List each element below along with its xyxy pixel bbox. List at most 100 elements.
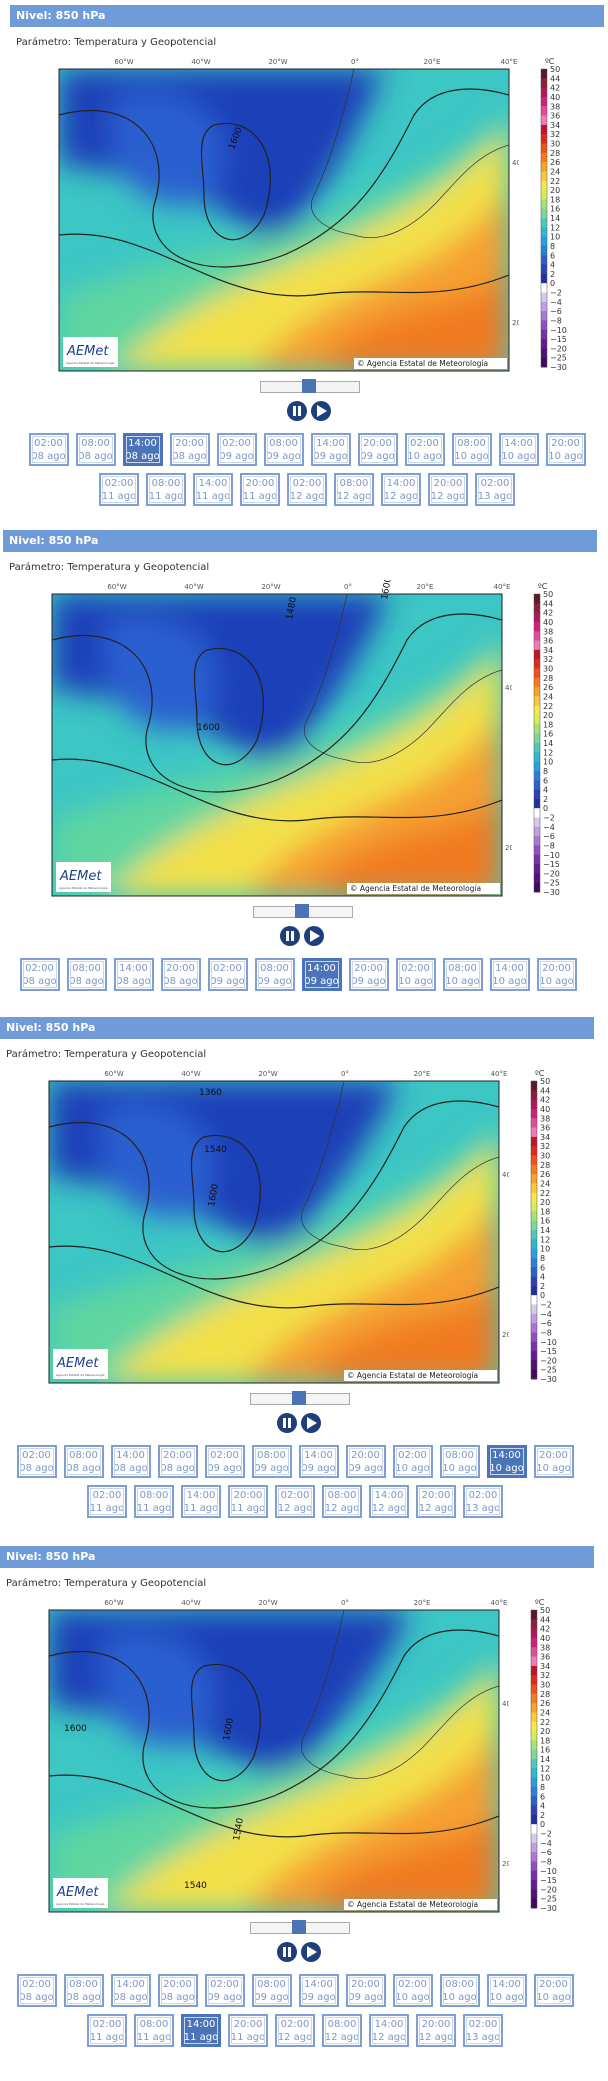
pause-circle[interactable] — [277, 1413, 297, 1433]
button-time[interactable]: 08:00 — [81, 438, 110, 449]
button-time[interactable]: 14:00 — [119, 963, 148, 974]
time-button[interactable]: 08:00 09 ago — [254, 958, 295, 991]
time-button[interactable]: 08:00 08 ago — [63, 1974, 104, 2007]
pause-bar[interactable] — [288, 1947, 291, 1957]
play-button[interactable] — [301, 1413, 321, 1433]
time-button[interactable]: 02:00 12 ago — [275, 2014, 315, 2047]
button-date[interactable]: 08 ago — [160, 1992, 195, 2003]
button-date[interactable]: 09 ago — [257, 976, 292, 987]
button-date[interactable]: 10 ago — [489, 1463, 524, 1474]
button-time[interactable]: 20:00 — [166, 963, 195, 974]
button-time[interactable]: 02:00 — [22, 1979, 51, 1990]
time-button[interactable]: 20:00 11 ago — [240, 473, 280, 506]
time-button[interactable]: 14:00 10 ago — [486, 1974, 527, 2007]
button-time[interactable]: 20:00 — [351, 1450, 380, 1461]
play-button[interactable] — [311, 401, 331, 421]
button-time[interactable]: 20:00 — [551, 438, 580, 449]
button-date[interactable]: 10 ago — [501, 451, 536, 462]
button-date[interactable]: 09 ago — [351, 976, 386, 987]
pause-circle[interactable] — [287, 401, 307, 421]
button-time[interactable]: 20:00 — [351, 1979, 380, 1990]
button-time[interactable]: 02:00 — [401, 963, 430, 974]
time-button[interactable]: 14:00 12 ago — [369, 2014, 409, 2047]
time-button[interactable]: 14:00 08 ago — [110, 1445, 151, 1478]
button-time[interactable]: 14:00 — [386, 478, 416, 489]
pause-circle[interactable] — [280, 926, 300, 946]
button-time[interactable]: 14:00 — [304, 1979, 333, 1990]
play-button[interactable] — [304, 926, 324, 946]
time-button[interactable]: 14:00 08 ago — [113, 958, 154, 991]
button-date[interactable]: 09 ago — [207, 1992, 242, 2003]
button-date[interactable]: 09 ago — [304, 976, 339, 987]
time-button[interactable]: 02:00 09 ago — [204, 1445, 245, 1478]
button-time[interactable]: 14:00 — [316, 438, 345, 449]
time-button[interactable]: 02:00 10 ago — [395, 958, 436, 991]
time-button[interactable]: 14:00 09 ago — [298, 1445, 339, 1478]
button-date[interactable]: 10 ago — [395, 1463, 430, 1474]
button-time[interactable]: 20:00 — [245, 478, 275, 489]
time-button[interactable]: 02:00 13 ago — [463, 1485, 503, 1518]
button-date[interactable]: 12 ago — [324, 2032, 360, 2043]
button-time[interactable]: 02:00 — [292, 478, 322, 489]
time-button[interactable]: 08:00 08 ago — [63, 1445, 104, 1478]
button-time[interactable]: 08:00 — [72, 963, 101, 974]
button-time[interactable]: 20:00 — [163, 1450, 192, 1461]
time-button[interactable]: 14:00 11 ago — [181, 1485, 221, 1518]
time-button[interactable]: 14:00 08 ago — [110, 1974, 151, 2007]
button-date[interactable]: 10 ago — [536, 1463, 571, 1474]
time-button[interactable]: 14:00 11 ago — [181, 2014, 221, 2047]
time-button[interactable]: 08:00 10 ago — [439, 1445, 480, 1478]
button-date[interactable]: 10 ago — [548, 451, 583, 462]
button-date[interactable]: 09 ago — [266, 451, 301, 462]
button-time[interactable]: 08:00 — [269, 438, 298, 449]
button-date[interactable]: 10 ago — [445, 976, 480, 987]
button-time[interactable]: 08:00 — [327, 1490, 357, 1501]
button-time[interactable]: 08:00 — [69, 1450, 98, 1461]
button-date[interactable]: 11 ago — [148, 491, 184, 502]
button-time[interactable]: 14:00 — [128, 438, 157, 449]
button-date[interactable]: 12 ago — [324, 1503, 360, 1514]
button-time[interactable]: 02:00 — [92, 2019, 122, 2030]
time-button[interactable]: 02:00 11 ago — [87, 1485, 127, 1518]
button-date[interactable]: 11 ago — [230, 1503, 266, 1514]
button-date[interactable]: 11 ago — [136, 1503, 172, 1514]
button-date[interactable]: 08 ago — [19, 1463, 54, 1474]
button-date[interactable]: 08 ago — [31, 451, 66, 462]
time-button[interactable]: 08:00 09 ago — [251, 1974, 292, 2007]
button-time[interactable]: 08:00 — [448, 963, 477, 974]
button-date[interactable]: 11 ago — [183, 2032, 219, 2043]
button-time[interactable]: 08:00 — [139, 1490, 169, 1501]
button-time[interactable]: 02:00 — [213, 963, 242, 974]
button-date[interactable]: 13 ago — [477, 491, 513, 502]
button-date[interactable]: 08 ago — [116, 976, 151, 987]
button-time[interactable]: 20:00 — [354, 963, 383, 974]
button-time[interactable]: 14:00 — [116, 1979, 145, 1990]
slider-handle[interactable] — [292, 1920, 306, 1934]
button-date[interactable]: 11 ago — [136, 2032, 172, 2043]
time-button[interactable]: 02:00 13 ago — [475, 473, 515, 506]
button-date[interactable]: 08 ago — [125, 451, 160, 462]
time-button[interactable]: 14:00 09 ago — [301, 958, 342, 991]
button-date[interactable]: 11 ago — [242, 491, 278, 502]
pause-bar[interactable] — [293, 406, 296, 416]
time-button[interactable]: 02:00 09 ago — [204, 1974, 245, 2007]
button-time[interactable]: 14:00 — [307, 963, 336, 974]
pause-bar[interactable] — [298, 406, 301, 416]
button-time[interactable]: 08:00 — [257, 1450, 286, 1461]
button-date[interactable]: 08 ago — [19, 1992, 54, 2003]
button-date[interactable]: 10 ago — [536, 1992, 571, 2003]
time-button[interactable]: 14:00 09 ago — [298, 1974, 339, 2007]
time-button[interactable]: 02:00 08 ago — [16, 1445, 57, 1478]
button-time[interactable]: 02:00 — [22, 1450, 51, 1461]
button-date[interactable]: 12 ago — [277, 1503, 313, 1514]
button-date[interactable]: 10 ago — [454, 451, 489, 462]
time-button[interactable]: 08:00 11 ago — [146, 473, 186, 506]
time-button[interactable]: 20:00 08 ago — [157, 1974, 198, 2007]
time-button[interactable]: 20:00 08 ago — [160, 958, 201, 991]
time-button[interactable]: 08:00 08 ago — [66, 958, 107, 991]
button-time[interactable]: 02:00 — [410, 438, 439, 449]
time-button[interactable]: 02:00 10 ago — [392, 1974, 433, 2007]
button-time[interactable]: 02:00 — [280, 2019, 310, 2030]
button-time[interactable]: 08:00 — [327, 2019, 357, 2030]
pause-button[interactable] — [277, 1942, 297, 1962]
